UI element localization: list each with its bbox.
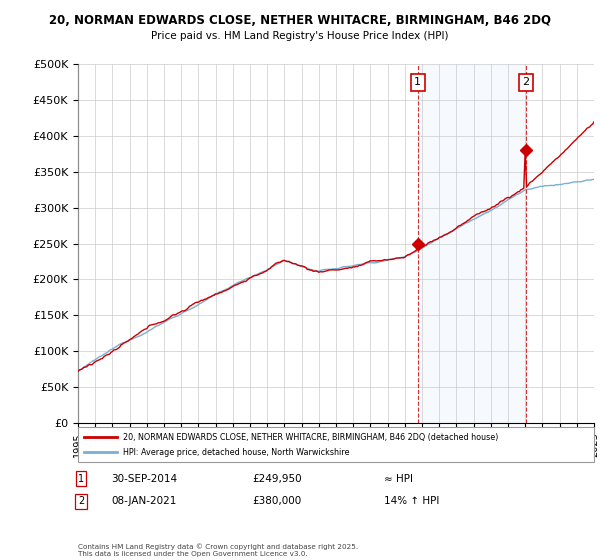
- Text: 1: 1: [414, 77, 421, 87]
- Text: 20, NORMAN EDWARDS CLOSE, NETHER WHITACRE, BIRMINGHAM, B46 2DQ (detached house): 20, NORMAN EDWARDS CLOSE, NETHER WHITACR…: [123, 432, 499, 441]
- Text: 20, NORMAN EDWARDS CLOSE, NETHER WHITACRE, BIRMINGHAM, B46 2DQ: 20, NORMAN EDWARDS CLOSE, NETHER WHITACR…: [49, 14, 551, 27]
- Text: 14% ↑ HPI: 14% ↑ HPI: [384, 496, 439, 506]
- Text: 2: 2: [78, 496, 84, 506]
- Text: 1: 1: [78, 474, 84, 484]
- Text: 08-JAN-2021: 08-JAN-2021: [111, 496, 176, 506]
- Text: £380,000: £380,000: [252, 496, 301, 506]
- Text: HPI: Average price, detached house, North Warwickshire: HPI: Average price, detached house, Nort…: [123, 448, 349, 457]
- Text: 30-SEP-2014: 30-SEP-2014: [111, 474, 177, 484]
- Text: £249,950: £249,950: [252, 474, 302, 484]
- Text: Contains HM Land Registry data © Crown copyright and database right 2025.
This d: Contains HM Land Registry data © Crown c…: [78, 544, 358, 557]
- Text: ≈ HPI: ≈ HPI: [384, 474, 413, 484]
- Bar: [418, 64, 526, 423]
- Text: Price paid vs. HM Land Registry's House Price Index (HPI): Price paid vs. HM Land Registry's House …: [151, 31, 449, 41]
- Text: 2: 2: [522, 77, 529, 87]
